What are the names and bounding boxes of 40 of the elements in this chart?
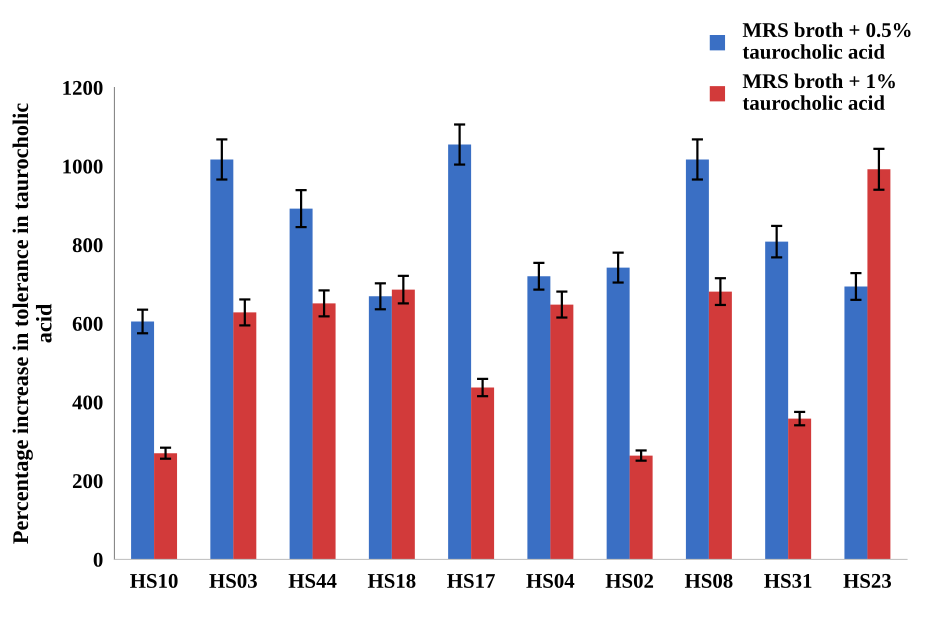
- bar: [606, 268, 630, 560]
- bar: [630, 456, 653, 560]
- bar: [233, 312, 256, 560]
- bar: [290, 208, 313, 560]
- bar: [392, 290, 415, 560]
- y-tick-label: 0: [94, 552, 103, 567]
- x-tick-label: HS02: [606, 574, 654, 588]
- x-tick-label: HS31: [764, 574, 812, 588]
- bar: [448, 144, 472, 560]
- bar: [368, 296, 392, 560]
- y-axis-title: Percentage increase in tolerance in taurocholic acid: [12, 103, 52, 544]
- y-tick-label: 1000: [63, 160, 103, 174]
- x-tick-label: HS03: [209, 574, 257, 588]
- bar: [154, 453, 178, 560]
- bar: [867, 169, 890, 560]
- y-tick-label: 600: [72, 316, 103, 331]
- x-tick-label: HS08: [684, 574, 733, 588]
- y-tick-label: 400: [72, 395, 103, 410]
- bar: [550, 304, 574, 560]
- bar: [765, 242, 788, 560]
- bar: [312, 303, 336, 560]
- bar: [708, 292, 732, 560]
- y-tick-label: 800: [72, 238, 103, 252]
- x-tick-label: HS23: [843, 574, 892, 588]
- legend-label: MRS broth + 0.5% taurocholic acid: [742, 22, 911, 59]
- x-tick-label: HS04: [526, 574, 574, 588]
- legend-label: MRS broth + 1% taurocholic acid: [742, 74, 895, 110]
- x-tick-label: HS17: [447, 574, 495, 588]
- x-tick-label: HS44: [288, 574, 337, 588]
- bar: [844, 286, 868, 560]
- bar: [788, 418, 812, 560]
- y-tick-label: 200: [72, 474, 103, 488]
- bar: [131, 321, 154, 560]
- bar: [527, 276, 550, 560]
- bar: [686, 159, 709, 560]
- x-tick-label: HS18: [368, 574, 416, 588]
- x-tick-label: HS10: [130, 574, 178, 588]
- bar: [471, 388, 494, 560]
- bar: [210, 159, 234, 560]
- y-tick-label: 1200: [63, 80, 103, 95]
